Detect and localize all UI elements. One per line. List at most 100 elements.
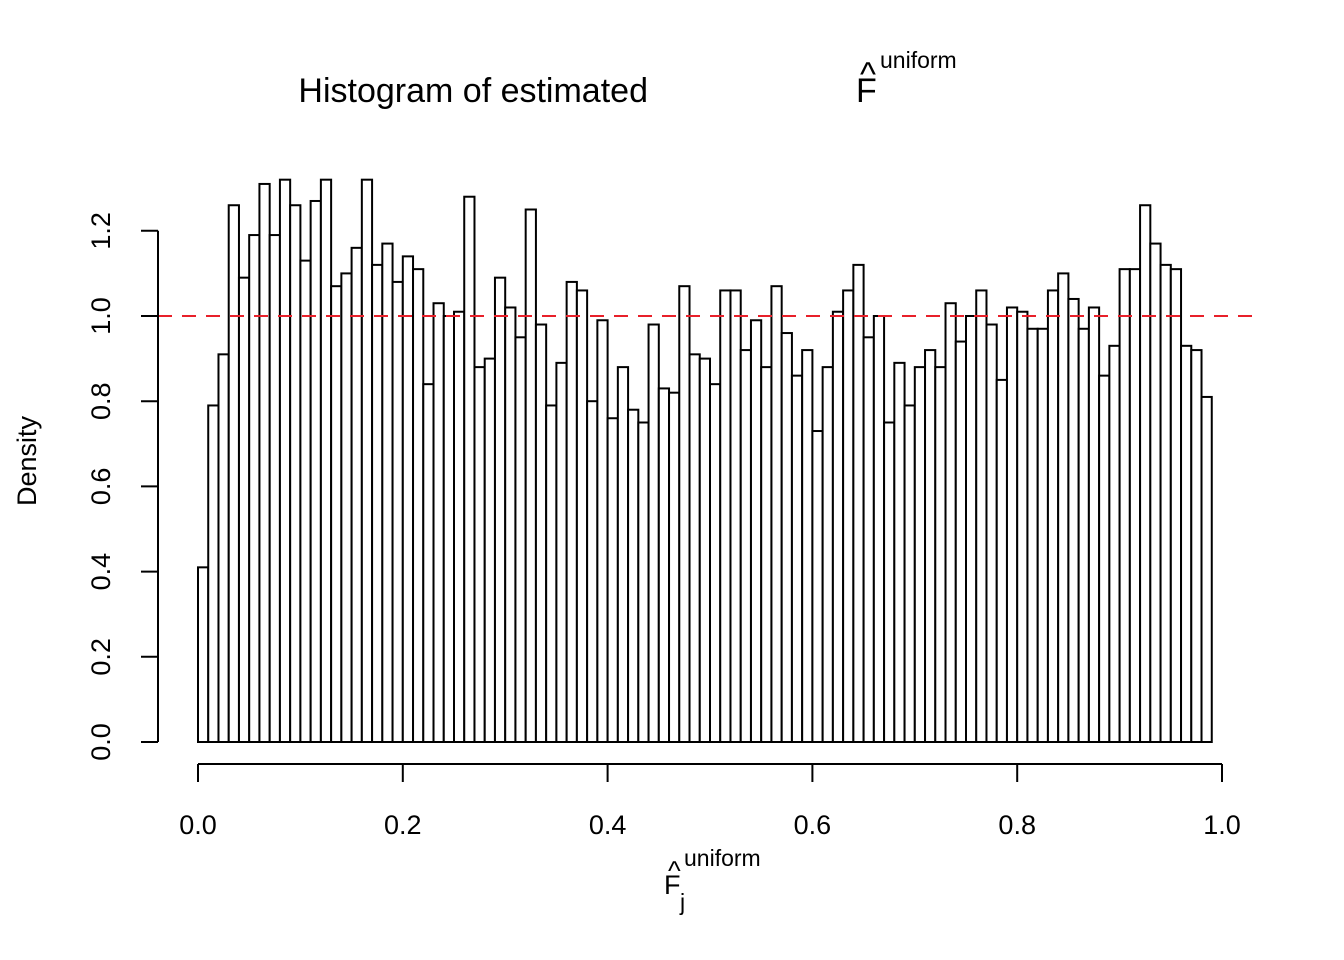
y-tick-label: 1.2	[86, 212, 116, 250]
histogram-bar	[995, 378, 1008, 743]
histogram-bar	[545, 404, 558, 743]
histogram-bar	[698, 357, 712, 743]
histogram-bar	[862, 336, 875, 743]
histogram-bar	[852, 263, 865, 743]
histogram-bar	[197, 566, 210, 744]
histogram-bar	[831, 310, 845, 743]
histogram-bar	[749, 319, 763, 743]
histogram-bar	[965, 315, 978, 743]
histogram-bar	[1026, 327, 1039, 743]
histogram-bar	[616, 366, 630, 743]
histogram-bar	[1139, 204, 1152, 744]
histogram-bar	[872, 315, 886, 743]
histogram-bar	[319, 178, 333, 743]
histogram-bar	[739, 349, 752, 743]
histogram-bar	[668, 391, 681, 743]
histogram-bar	[1169, 268, 1183, 743]
histogram-bar	[647, 323, 660, 743]
histogram-bar	[596, 319, 609, 743]
histogram-bar	[371, 263, 384, 743]
histogram-bar	[227, 204, 240, 744]
histogram-bar	[289, 204, 302, 744]
histogram-bar	[524, 208, 537, 743]
histogram-bar	[453, 310, 466, 743]
chart-title-superscript: uniform	[880, 47, 957, 73]
x-tick-label: 0.6	[794, 810, 832, 840]
histogram-bar	[555, 361, 568, 743]
histogram-bar	[924, 349, 937, 743]
histogram-bar	[760, 366, 773, 743]
histogram-bar	[309, 199, 322, 744]
histogram-bar	[1180, 344, 1193, 743]
histogram-bar	[237, 276, 251, 743]
histogram-bar	[606, 417, 619, 743]
histogram-bar	[729, 289, 742, 743]
histogram-bar	[657, 387, 671, 743]
histogram-bar	[463, 195, 476, 744]
histogram-bar	[422, 383, 435, 743]
chart-title-hat: ^	[860, 56, 876, 94]
histogram-bar	[1200, 395, 1213, 743]
histogram-bar	[688, 353, 701, 743]
histogram-bar	[1190, 349, 1203, 743]
y-tick-label: 0.8	[86, 382, 116, 420]
x-axis: 0.0 0.2 0.4 0.6 0.8 1.0	[179, 763, 1241, 840]
y-axis-label: Density	[12, 415, 42, 506]
histogram-bar	[1087, 306, 1101, 743]
histogram-bar	[381, 242, 394, 744]
x-tick-label: 0.2	[384, 810, 422, 840]
x-tick-label: 0.4	[589, 810, 627, 840]
histogram-bar	[1005, 306, 1019, 743]
chart-title-symbol: F	[856, 72, 877, 110]
histogram-bar	[350, 246, 363, 743]
histogram-bar	[1149, 242, 1162, 744]
histogram-bar	[258, 182, 271, 743]
x-tick-label: 0.0	[179, 810, 217, 840]
x-tick-label: 1.0	[1203, 810, 1241, 840]
histogram-bar	[278, 178, 292, 743]
histogram-bar	[473, 366, 486, 743]
x-axis-label-subscript: j	[679, 889, 685, 915]
x-tick-label: 0.8	[998, 810, 1036, 840]
histogram-bar	[248, 234, 261, 743]
histogram-bar	[790, 374, 804, 743]
histogram-bar	[565, 280, 578, 743]
histogram-bar	[391, 280, 404, 743]
histogram-bar	[360, 178, 374, 743]
histogram-bar	[1036, 327, 1049, 743]
histogram-bar	[432, 302, 445, 743]
histogram-bar	[483, 357, 496, 743]
histogram-bar	[401, 255, 415, 743]
histogram-bar	[207, 404, 220, 743]
histogram-bar	[842, 289, 855, 743]
histogram-bar	[1098, 374, 1111, 743]
histogram-bar	[1118, 268, 1131, 743]
histogram-bar	[811, 430, 824, 743]
histogram-bar	[412, 268, 425, 743]
histogram-bar	[586, 400, 599, 743]
histogram-bar	[534, 323, 548, 743]
histogram-bar	[709, 383, 722, 743]
histogram-bar	[627, 408, 640, 743]
x-axis-label-hat: ^	[668, 856, 681, 886]
histogram-bar	[493, 276, 507, 743]
histogram-bar	[780, 332, 793, 743]
histogram-bar	[678, 285, 691, 743]
histogram-bar	[893, 361, 906, 743]
histogram-bar	[637, 421, 650, 743]
histogram-bar	[954, 340, 968, 743]
histogram-bar	[514, 336, 527, 743]
y-tick-label: 0.0	[86, 723, 116, 761]
chart-title: Histogram of estimated	[298, 72, 648, 110]
histogram-bar	[944, 302, 957, 743]
histogram-bar	[1057, 272, 1070, 743]
histogram-bar	[883, 421, 896, 743]
y-axis: 0.0 0.2 0.4 0.6 0.8 1.0 1.2	[86, 212, 159, 761]
histogram-bar	[934, 366, 947, 743]
histogram-bars	[197, 178, 1213, 744]
histogram-bar	[985, 323, 998, 743]
histogram-bar	[1077, 327, 1090, 743]
histogram-bar	[903, 404, 916, 743]
histogram-bar	[299, 259, 312, 743]
